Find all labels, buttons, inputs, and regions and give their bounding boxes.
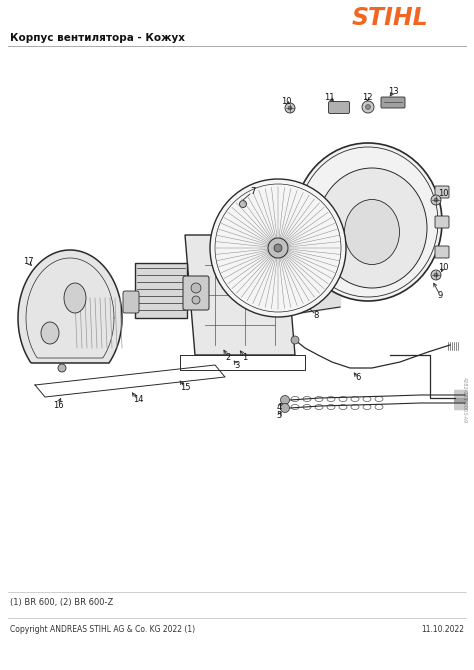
Text: 5: 5 [276,411,282,421]
Text: 6: 6 [356,373,361,383]
FancyBboxPatch shape [435,186,449,198]
Text: Copyright ANDREAS STIHL AG & Co. KG 2022 (1): Copyright ANDREAS STIHL AG & Co. KG 2022… [10,626,195,634]
Circle shape [362,101,374,113]
Circle shape [431,195,441,205]
Circle shape [239,200,246,208]
Ellipse shape [64,283,86,313]
Text: 15: 15 [180,383,190,393]
Text: 10: 10 [281,96,291,105]
Ellipse shape [41,322,59,344]
Text: 4: 4 [276,403,282,411]
Text: 10: 10 [438,188,448,198]
FancyBboxPatch shape [435,246,449,258]
Text: Корпус вентилятора - Кожух: Корпус вентилятора - Кожух [10,33,185,43]
Circle shape [191,283,201,293]
FancyBboxPatch shape [381,97,405,108]
Text: 16: 16 [53,401,64,409]
Ellipse shape [317,168,427,288]
FancyBboxPatch shape [435,216,449,228]
Circle shape [291,336,299,344]
Circle shape [274,244,282,252]
Text: 14: 14 [133,395,143,405]
Bar [135,263,187,318]
Text: 3: 3 [234,360,240,369]
Text: 7: 7 [250,188,255,196]
Text: 17: 17 [23,257,33,267]
Text: 8: 8 [313,310,319,320]
Text: ®: ® [414,9,421,15]
Circle shape [192,296,200,304]
FancyBboxPatch shape [328,101,349,113]
Circle shape [434,273,438,277]
Ellipse shape [345,200,400,265]
Polygon shape [18,250,122,363]
Circle shape [58,364,66,372]
Text: 4282-0B1-0003-A9: 4282-0B1-0003-A9 [462,377,466,423]
Circle shape [268,238,288,258]
FancyBboxPatch shape [183,276,209,310]
Text: 11: 11 [324,92,334,101]
Circle shape [281,403,290,413]
Circle shape [285,103,295,113]
Circle shape [288,106,292,110]
Text: 9: 9 [438,291,443,299]
Polygon shape [185,235,295,355]
Circle shape [281,395,290,405]
Circle shape [365,105,371,109]
Text: 12: 12 [362,94,372,103]
Ellipse shape [210,179,346,317]
Text: STIHL: STIHL [352,6,428,30]
Text: 10: 10 [438,263,448,273]
Text: 1: 1 [242,352,247,362]
Circle shape [431,270,441,280]
FancyBboxPatch shape [123,291,139,313]
Text: 13: 13 [388,88,398,96]
Text: (1) BR 600, (2) BR 600-Z: (1) BR 600, (2) BR 600-Z [10,598,113,608]
Ellipse shape [294,143,442,301]
Text: 2: 2 [225,352,231,362]
Circle shape [434,198,438,202]
Text: 11.10.2022: 11.10.2022 [421,626,464,634]
